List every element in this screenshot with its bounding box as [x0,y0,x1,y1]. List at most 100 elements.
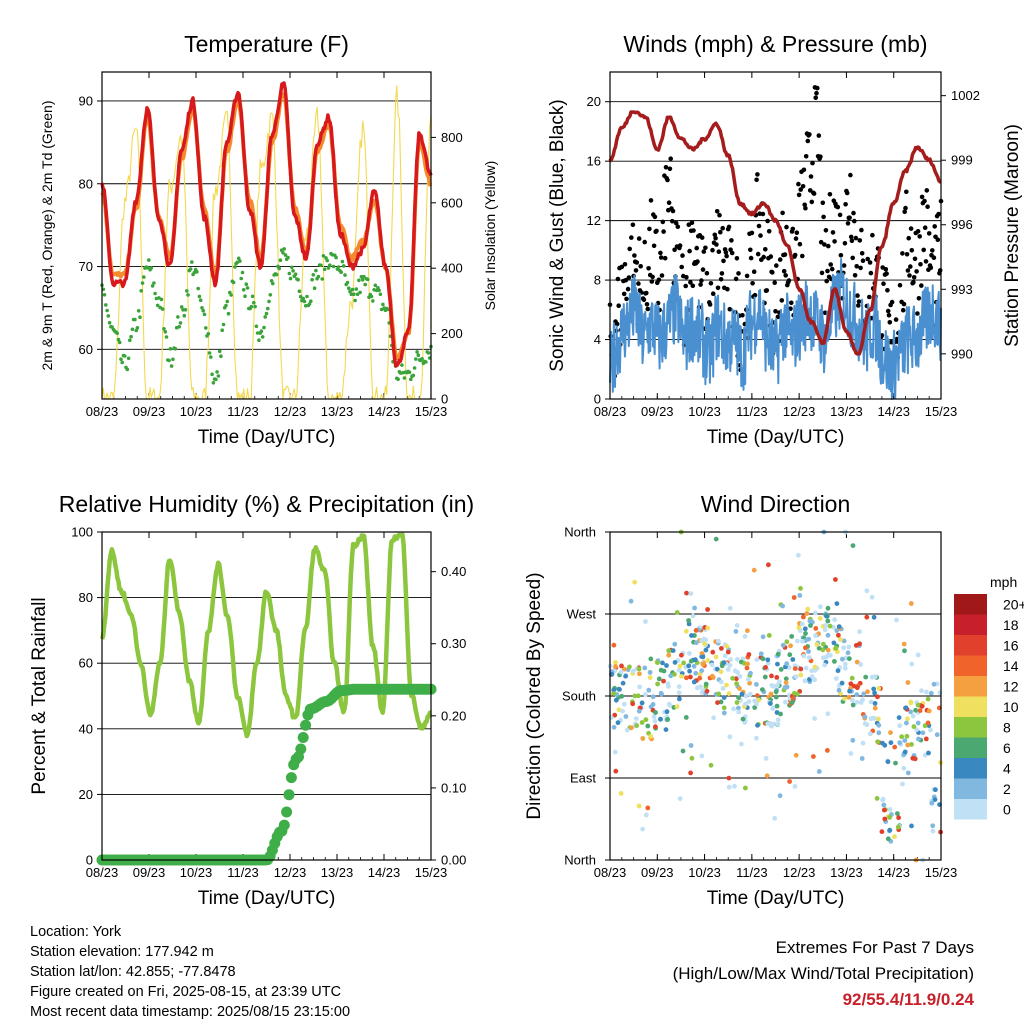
wind-direction-point [721,695,727,700]
wind-direction-point [803,665,809,671]
series-gust-point [727,306,733,312]
series-2m-td-point [312,286,317,291]
wind-direction-point [609,671,615,677]
series-2m-td-point [231,280,236,285]
wind-direction-point [824,613,830,619]
series-gust-point [662,255,668,261]
wind-direction-point [645,805,651,811]
wind-direction-point [693,628,699,633]
wind-direction-point [857,629,862,635]
series-gust-point [658,255,664,260]
x-tick-label: 10/23 [180,865,213,880]
wind-direction-point [863,674,869,680]
series-gust-point [661,229,666,234]
wind-direction-point [732,783,737,789]
wind-direction-point [672,671,677,677]
series-gust-point [752,292,758,298]
series-gust-point [626,275,632,280]
wind-direction-point [714,666,720,672]
x-tick-label: 09/23 [641,865,674,880]
series-station-pressure [608,110,942,356]
series-2m-td-point [322,267,327,272]
wind-direction-point [639,720,645,725]
series-2m-td-point [334,255,338,260]
series-gust-point [808,174,814,179]
wind-direction-point [850,543,856,548]
series-gust-point [912,256,918,262]
wind-direction-point [917,708,923,713]
series-gust-point [847,215,852,220]
series-2m-td-point [221,322,226,327]
wind-direction-point [612,712,618,718]
wind-direction-point [925,696,931,702]
wind-direction-point [885,836,891,842]
series-gust-point [837,212,843,218]
wind-direction-point [773,689,779,695]
series-gust-point [699,235,705,240]
series-gust-point [666,200,672,205]
series-2m-td-point [286,255,290,260]
series-2m-td-point [378,292,383,297]
series-gust-point [680,253,685,258]
series-gust-point [713,235,718,241]
x-axis-label: Time (Day/UTC) [198,427,336,448]
series-gust-point [818,154,823,159]
wind-direction-point [751,567,757,573]
series-gust-point [857,238,863,243]
series-gust-point [796,181,801,187]
wind-direction-point [670,648,676,653]
series-gust-point [699,278,704,283]
wind-direction-point [666,652,672,658]
wind-direction-point [865,689,870,695]
series-2m-td-point [204,326,208,330]
wind-direction-point [827,653,833,658]
series-gust-point [679,264,684,270]
wind-direction-point [864,614,870,620]
wind-direction-point [905,716,910,722]
colorbar-swatch [954,655,987,676]
wind-direction-point [677,796,683,802]
series-2m-td-point [145,265,150,270]
series-2m-td-point [365,277,370,282]
wind-direction-point [821,641,826,647]
series-gust-point [815,85,820,91]
series-gust-point [902,209,907,214]
wind-direction-point [903,705,909,711]
wind-direction-point [859,756,865,761]
series-gust-point [825,268,830,274]
wind-direction-point [768,701,773,706]
x-tick-label: 12/23 [274,404,307,419]
wind-direction-point [817,604,823,610]
series-gust-point [708,281,714,286]
wind-direction-point [724,643,730,649]
wind-direction-point [812,664,818,670]
wind-direction-point [813,633,818,638]
wind-direction-point [754,682,759,687]
wind-direction-point [679,652,684,658]
x-axis-label: Time (Day/UTC) [707,427,845,448]
series-gust-point [763,247,768,252]
x-tick-label: 09/23 [641,404,674,419]
series-gust-point [634,260,640,265]
wind-direction-point [689,755,695,761]
series-2m-td-point [274,272,279,277]
series-gust-point [901,301,907,307]
y2-tick-label: 993 [951,282,973,297]
wind-direction-point [872,674,878,680]
y-tick-label: 80 [79,590,93,605]
series-gust-point [919,194,925,200]
wind-direction-point [788,643,793,649]
wind-direction-point [796,552,801,558]
wind-direction-point [812,716,817,721]
wind-direction-point [833,645,839,651]
series-gust-point [796,192,802,198]
series-2m-td-point [287,271,292,276]
series-2m-td-point [407,370,412,375]
series-gust-point [807,132,812,137]
series-2m-td-point [358,290,362,295]
panel-4: 08/23 09/23 10/23 11/23 12/23 13/23 14/23 15/23… [524,491,1024,909]
series-2m-td-point [349,292,354,297]
wind-direction-point [904,720,909,726]
chart-title: Relative Humidity (%) & Precipitation (i… [59,491,474,517]
wind-direction-point [869,594,875,600]
